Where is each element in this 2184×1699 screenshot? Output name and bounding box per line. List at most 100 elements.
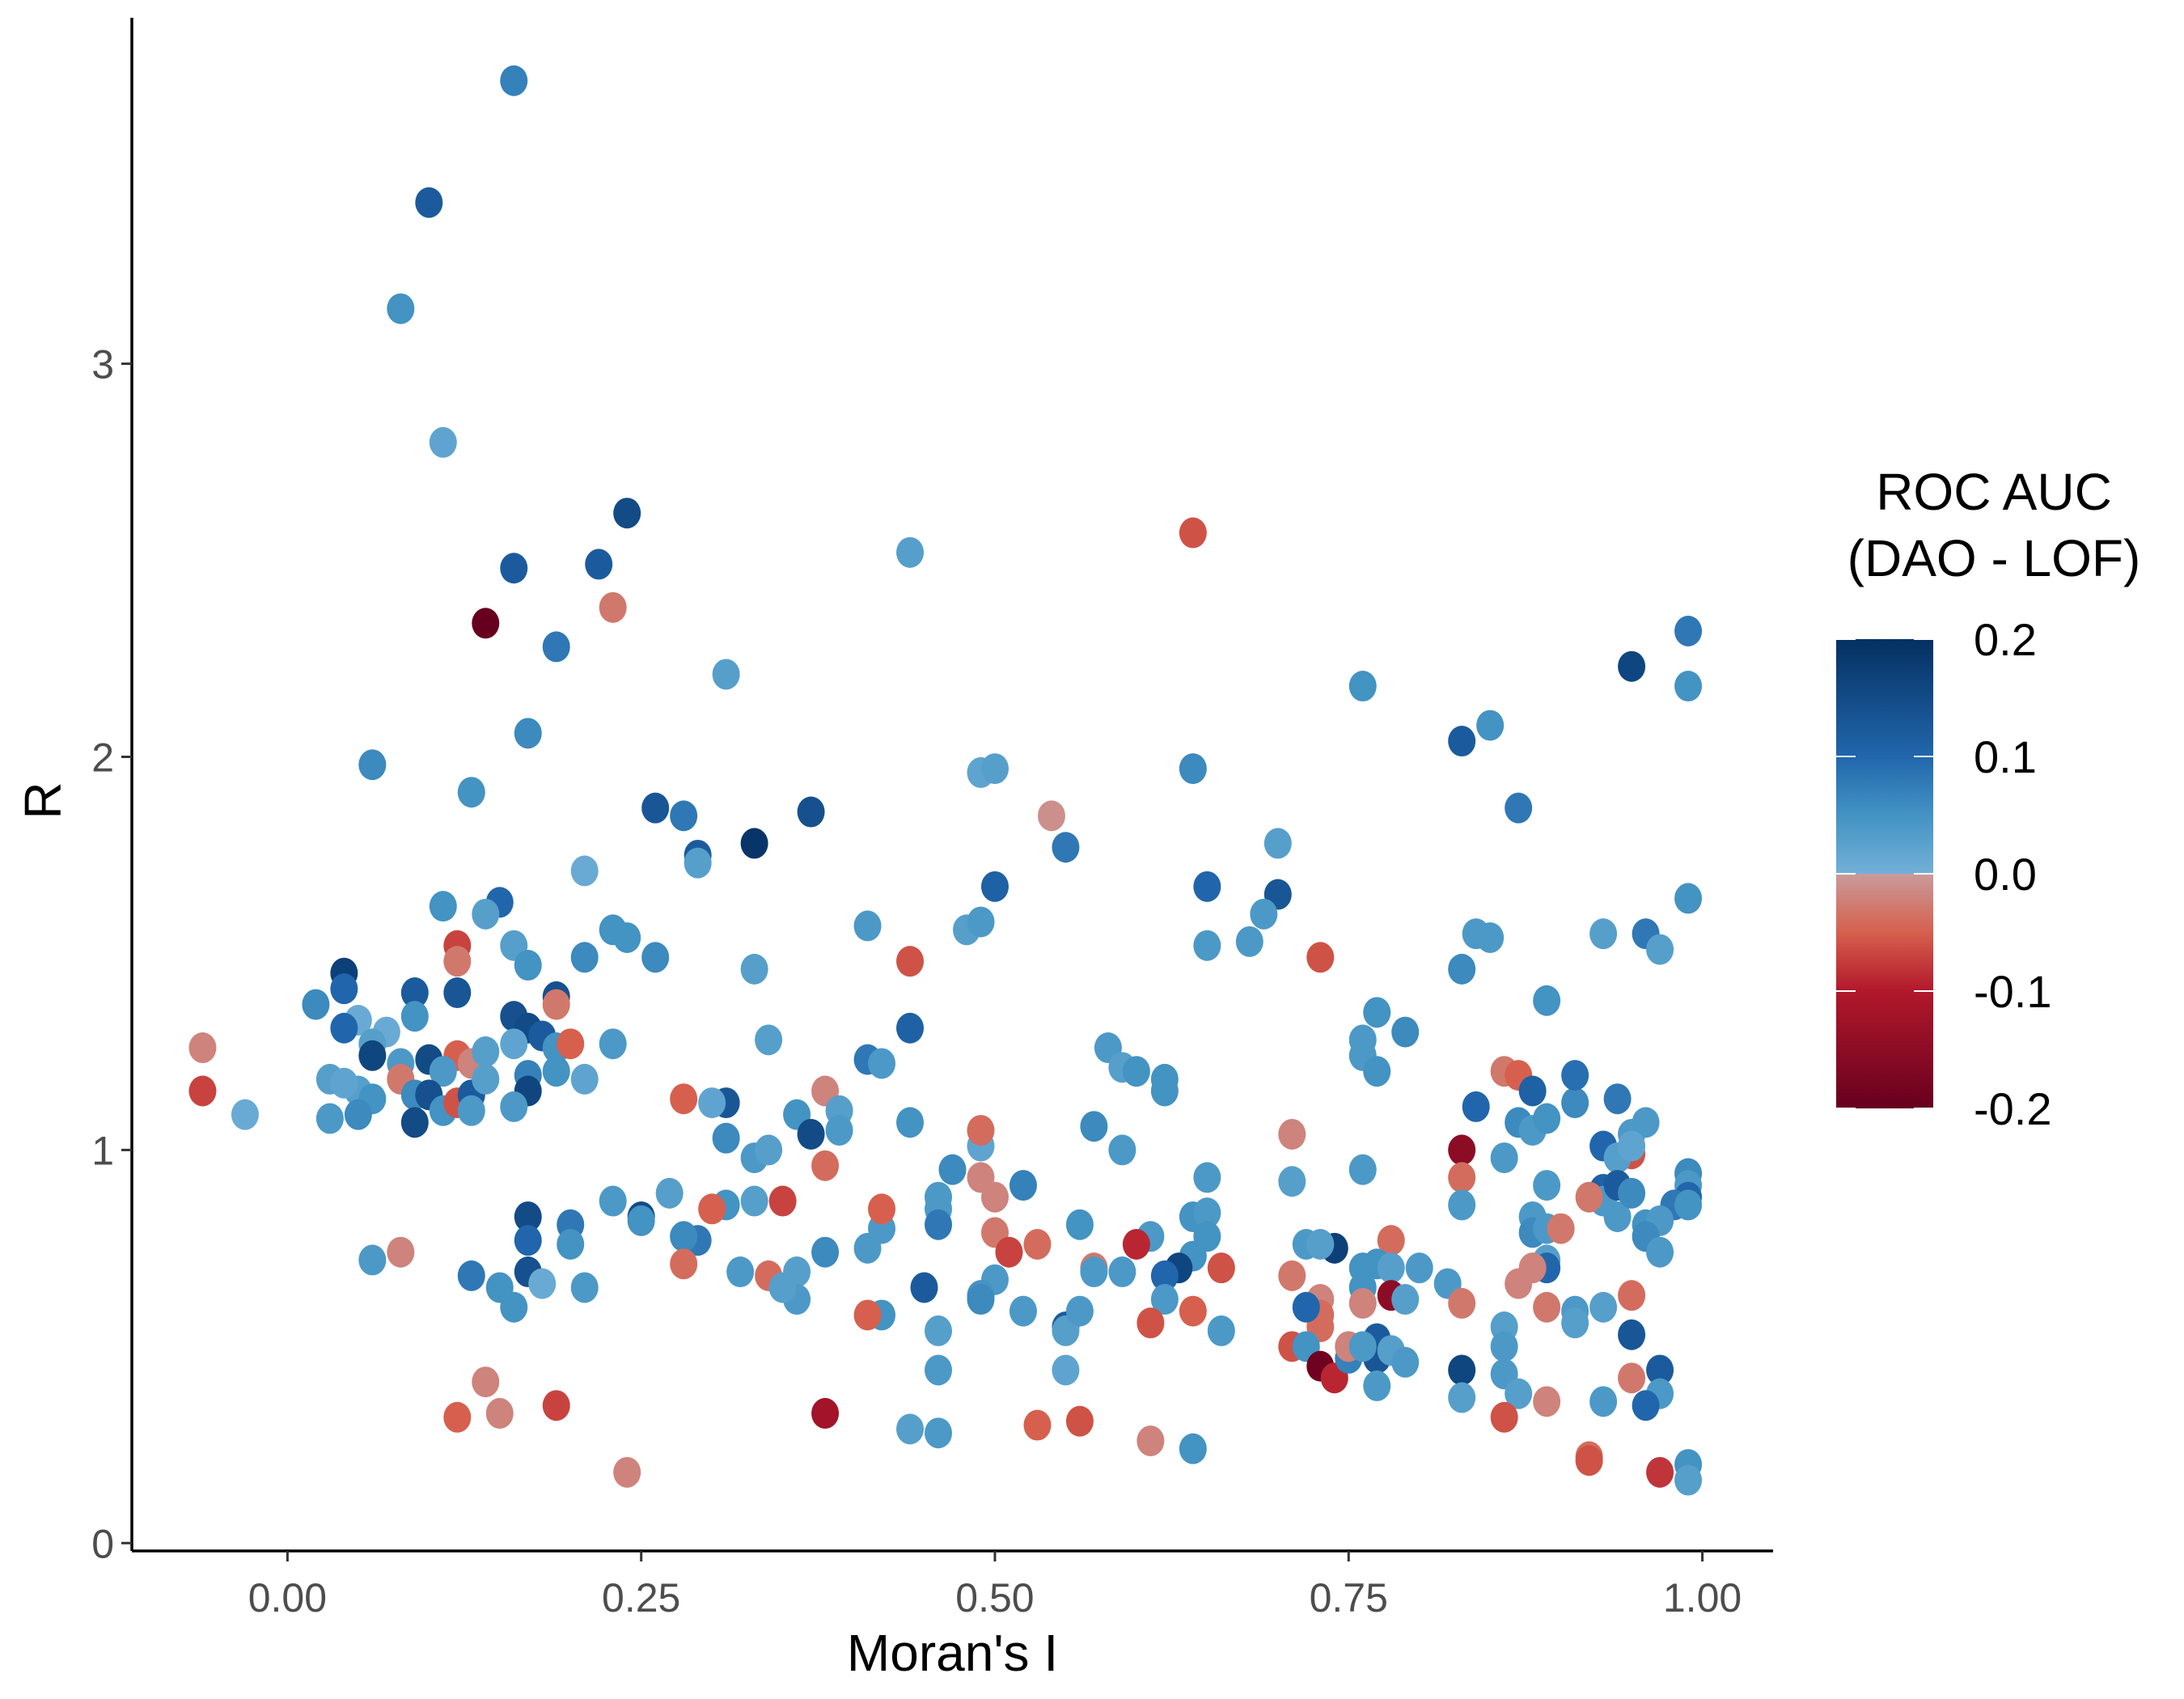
data-point	[443, 946, 472, 977]
data-point	[1448, 1189, 1476, 1221]
x-axis-title: Moran's I	[847, 1624, 1058, 1682]
data-point	[1080, 1256, 1108, 1288]
legend-title-line-1: ROC AUC	[1876, 463, 2112, 521]
x-ticks: 0.00 0.25 0.50 0.75 1.00	[248, 1551, 1742, 1621]
data-point	[1250, 898, 1278, 930]
points-layer	[188, 65, 1703, 1496]
data-point	[980, 871, 1009, 902]
data-point	[1193, 930, 1221, 961]
data-point	[1065, 1295, 1094, 1327]
data-point	[472, 608, 500, 639]
data-point	[1476, 710, 1505, 741]
data-point	[570, 1272, 599, 1303]
data-point	[1646, 1456, 1674, 1488]
data-point	[500, 1091, 528, 1122]
data-point	[1306, 1229, 1335, 1260]
data-point	[188, 1032, 217, 1064]
data-point	[1618, 1130, 1646, 1162]
data-point	[670, 800, 698, 832]
data-point	[344, 1099, 372, 1130]
data-point	[1490, 1142, 1518, 1174]
data-point	[670, 1083, 698, 1115]
data-point	[570, 1063, 599, 1095]
data-point	[542, 1056, 570, 1087]
data-point	[358, 749, 387, 781]
y-axis-title: R	[14, 782, 72, 819]
data-point	[1674, 1464, 1703, 1496]
data-point	[811, 1236, 840, 1268]
colorbar-tick-label: -0.1	[1974, 966, 2052, 1017]
data-point	[485, 1397, 514, 1429]
data-point	[1505, 792, 1533, 824]
data-point	[1150, 1260, 1179, 1291]
data-point	[1646, 1236, 1674, 1268]
data-point	[1348, 1154, 1377, 1185]
data-point	[1065, 1405, 1094, 1437]
data-point	[1448, 1382, 1476, 1413]
data-point	[1363, 1370, 1391, 1401]
data-point	[1052, 832, 1080, 863]
data-point	[1505, 1378, 1533, 1409]
data-point	[1618, 650, 1646, 682]
data-point	[811, 1150, 840, 1181]
data-point	[400, 977, 429, 1009]
data-point	[1533, 1103, 1561, 1134]
data-point	[1448, 1162, 1476, 1193]
data-point	[1150, 1075, 1179, 1107]
data-point	[1589, 918, 1618, 950]
data-point	[1618, 1319, 1646, 1350]
data-point	[302, 989, 330, 1020]
data-point	[599, 591, 627, 623]
data-point	[457, 1095, 485, 1126]
data-point	[1533, 985, 1561, 1016]
data-point	[1193, 1197, 1221, 1229]
data-point	[1108, 1256, 1136, 1288]
data-point	[1646, 1354, 1674, 1386]
data-point	[570, 855, 599, 887]
data-point	[896, 1413, 925, 1445]
data-point	[570, 942, 599, 973]
data-point	[967, 1115, 995, 1146]
data-point	[542, 1390, 570, 1421]
data-point	[825, 1115, 853, 1146]
data-point	[1179, 753, 1207, 785]
y-ticks: 0 1 2 3	[91, 342, 132, 1566]
data-point	[1150, 1284, 1179, 1316]
data-point	[868, 1048, 896, 1079]
data-point	[1575, 1445, 1603, 1477]
data-point	[443, 977, 472, 1009]
data-point	[1348, 1331, 1377, 1362]
colorbar-legend: ROC AUC (DAO - LOF) 0.2 0.1 0.0 -0.1 -0.2	[1836, 463, 2140, 1134]
data-point	[1179, 517, 1207, 549]
data-point	[1448, 1134, 1476, 1166]
data-point	[1533, 1291, 1561, 1323]
data-point	[1009, 1295, 1037, 1327]
data-point	[1377, 1225, 1405, 1256]
data-point	[740, 828, 768, 859]
data-point	[712, 1122, 740, 1154]
data-point	[980, 753, 1009, 785]
legend-title-line-2: (DAO - LOF)	[1848, 529, 2141, 587]
data-point	[1052, 1354, 1080, 1386]
data-point	[980, 1181, 1009, 1213]
data-point	[768, 1272, 797, 1303]
data-point	[1674, 1189, 1703, 1221]
data-point	[938, 1154, 967, 1185]
data-point	[1646, 934, 1674, 965]
data-point	[1674, 616, 1703, 646]
data-point	[400, 1001, 429, 1032]
data-point	[684, 847, 712, 879]
colorbar-tick-label: 0.2	[1974, 614, 2037, 665]
data-point	[315, 1103, 344, 1134]
data-point	[500, 1291, 528, 1323]
y-tick-label: 1	[91, 1128, 114, 1173]
colorbar-tick-label: -0.2	[1974, 1083, 2052, 1134]
data-point	[1136, 1425, 1165, 1456]
data-point	[443, 1401, 472, 1433]
data-point	[712, 659, 740, 690]
data-point	[1065, 1209, 1094, 1240]
data-point	[910, 1272, 938, 1303]
data-point	[500, 1028, 528, 1060]
x-tick-label: 1.00	[1663, 1575, 1742, 1621]
